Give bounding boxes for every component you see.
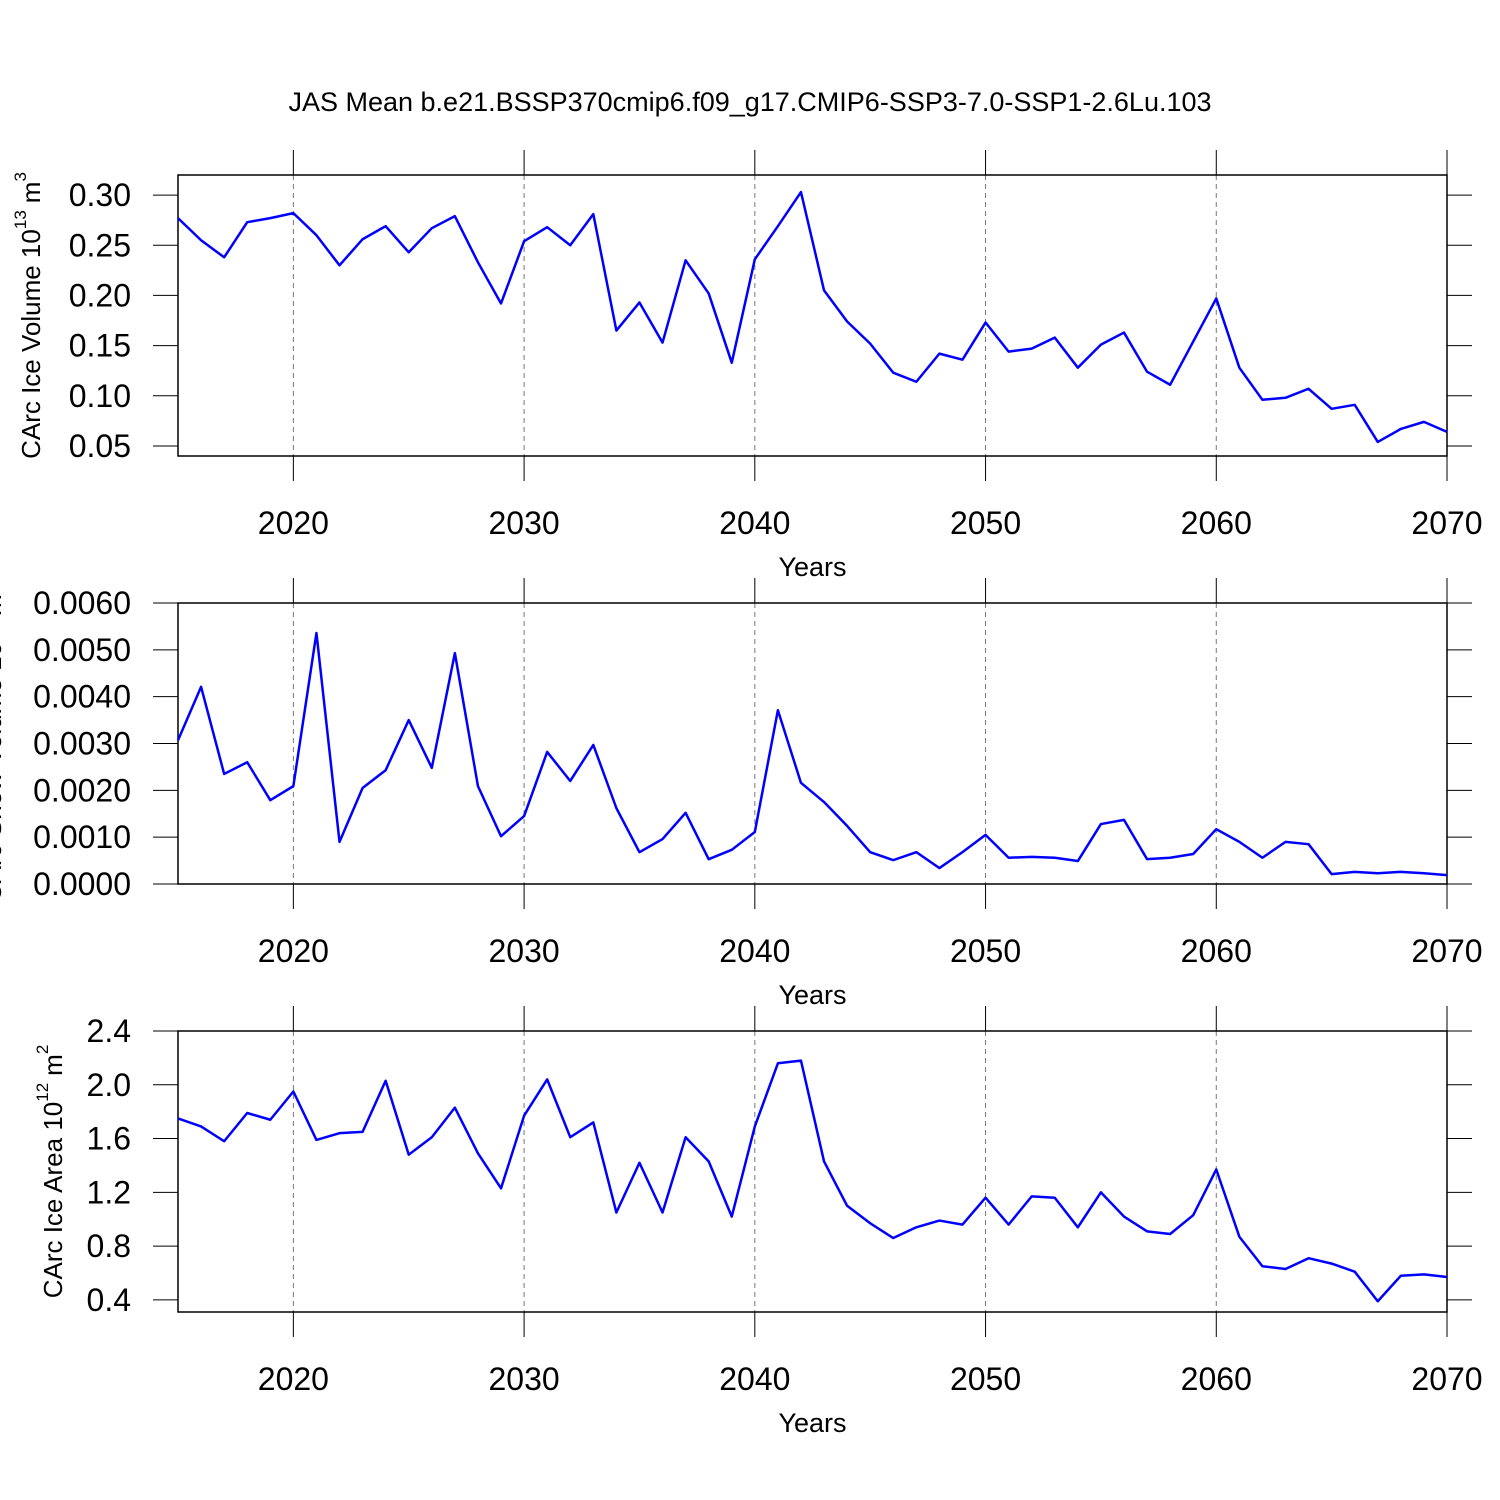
y-axis-label: CArc Ice Volume 1013 m3	[11, 172, 45, 459]
y-axis-label-text: CArc Ice Volume 10	[16, 229, 46, 459]
y-tick-label: 0.30	[69, 177, 131, 213]
y-axis-label: CArc Snow Volume 1013m3	[0, 585, 7, 902]
x-tick-label: 2040	[719, 1361, 790, 1397]
y-axis-label-unit: m	[0, 594, 7, 616]
y-tick-label: 0.0050	[33, 632, 131, 668]
plot-frame	[177, 602, 1448, 885]
x-axis-label: Years	[778, 552, 846, 582]
x-tick-label: 2060	[1181, 933, 1252, 969]
x-tick-label: 2030	[488, 505, 559, 541]
y-tick-label: 0.8	[87, 1228, 131, 1264]
y-tick-label: 0.0040	[33, 679, 131, 715]
x-axis-label: Years	[778, 980, 846, 1010]
y-axis-label-exponent: 13	[11, 210, 30, 229]
y-axis-label-unit-exponent: 2	[33, 1045, 52, 1054]
x-tick-label: 2060	[1181, 1361, 1252, 1397]
y-tick-label: 0.15	[69, 328, 131, 364]
y-tick-label: 0.25	[69, 227, 131, 263]
y-tick-label: 0.20	[69, 277, 131, 313]
x-tick-label: 2020	[258, 1361, 329, 1397]
x-tick-label: 2070	[1411, 933, 1482, 969]
y-tick-label: 0.0000	[33, 866, 131, 902]
y-tick-label: 0.0020	[33, 772, 131, 808]
y-tick-label: 0.4	[87, 1282, 131, 1318]
x-tick-label: 2030	[488, 1361, 559, 1397]
y-axis-label-unit-exponent: 3	[11, 172, 30, 181]
x-tick-label: 2030	[488, 933, 559, 969]
x-tick-label: 2060	[1181, 505, 1252, 541]
y-tick-label: 0.0030	[33, 726, 131, 762]
plot-frame	[177, 1030, 1448, 1313]
chart-title: JAS Mean b.e21.BSSP370cmip6.f09_g17.CMIP…	[288, 87, 1211, 117]
x-tick-label: 2070	[1411, 505, 1482, 541]
y-axis-label: CArc Ice Area 1012 m2	[33, 1045, 67, 1299]
x-tick-label: 2040	[719, 933, 790, 969]
y-tick-label: 0.0010	[33, 819, 131, 855]
y-axis-label-unit: m	[38, 1054, 68, 1076]
x-tick-label: 2050	[950, 933, 1021, 969]
x-tick-label: 2040	[719, 505, 790, 541]
x-tick-label: 2070	[1411, 1361, 1482, 1397]
x-tick-label: 2020	[258, 933, 329, 969]
x-tick-label: 2050	[950, 505, 1021, 541]
y-tick-label: 2.0	[87, 1067, 131, 1103]
y-axis-label-exponent: 12	[33, 1083, 52, 1102]
y-tick-label: 1.2	[87, 1174, 131, 1210]
data-line	[177, 190, 1448, 444]
y-tick-label: 0.05	[69, 428, 131, 464]
y-tick-label: 2.4	[87, 1013, 131, 1049]
y-axis-label-text: CArc Ice Area 10	[38, 1102, 68, 1299]
y-tick-label: 0.10	[69, 378, 131, 414]
y-axis-label-unit: m	[16, 182, 46, 204]
data-line	[177, 1059, 1448, 1303]
plot-frame	[177, 174, 1448, 457]
x-tick-label: 2020	[258, 505, 329, 541]
y-axis-label-text: CArc Snow Volume 10	[0, 642, 7, 902]
y-tick-label: 1.6	[87, 1121, 131, 1157]
data-line	[176, 631, 1448, 877]
y-tick-label: 0.0060	[33, 585, 131, 621]
x-tick-label: 2050	[950, 1361, 1021, 1397]
x-axis-label: Years	[778, 1408, 846, 1438]
